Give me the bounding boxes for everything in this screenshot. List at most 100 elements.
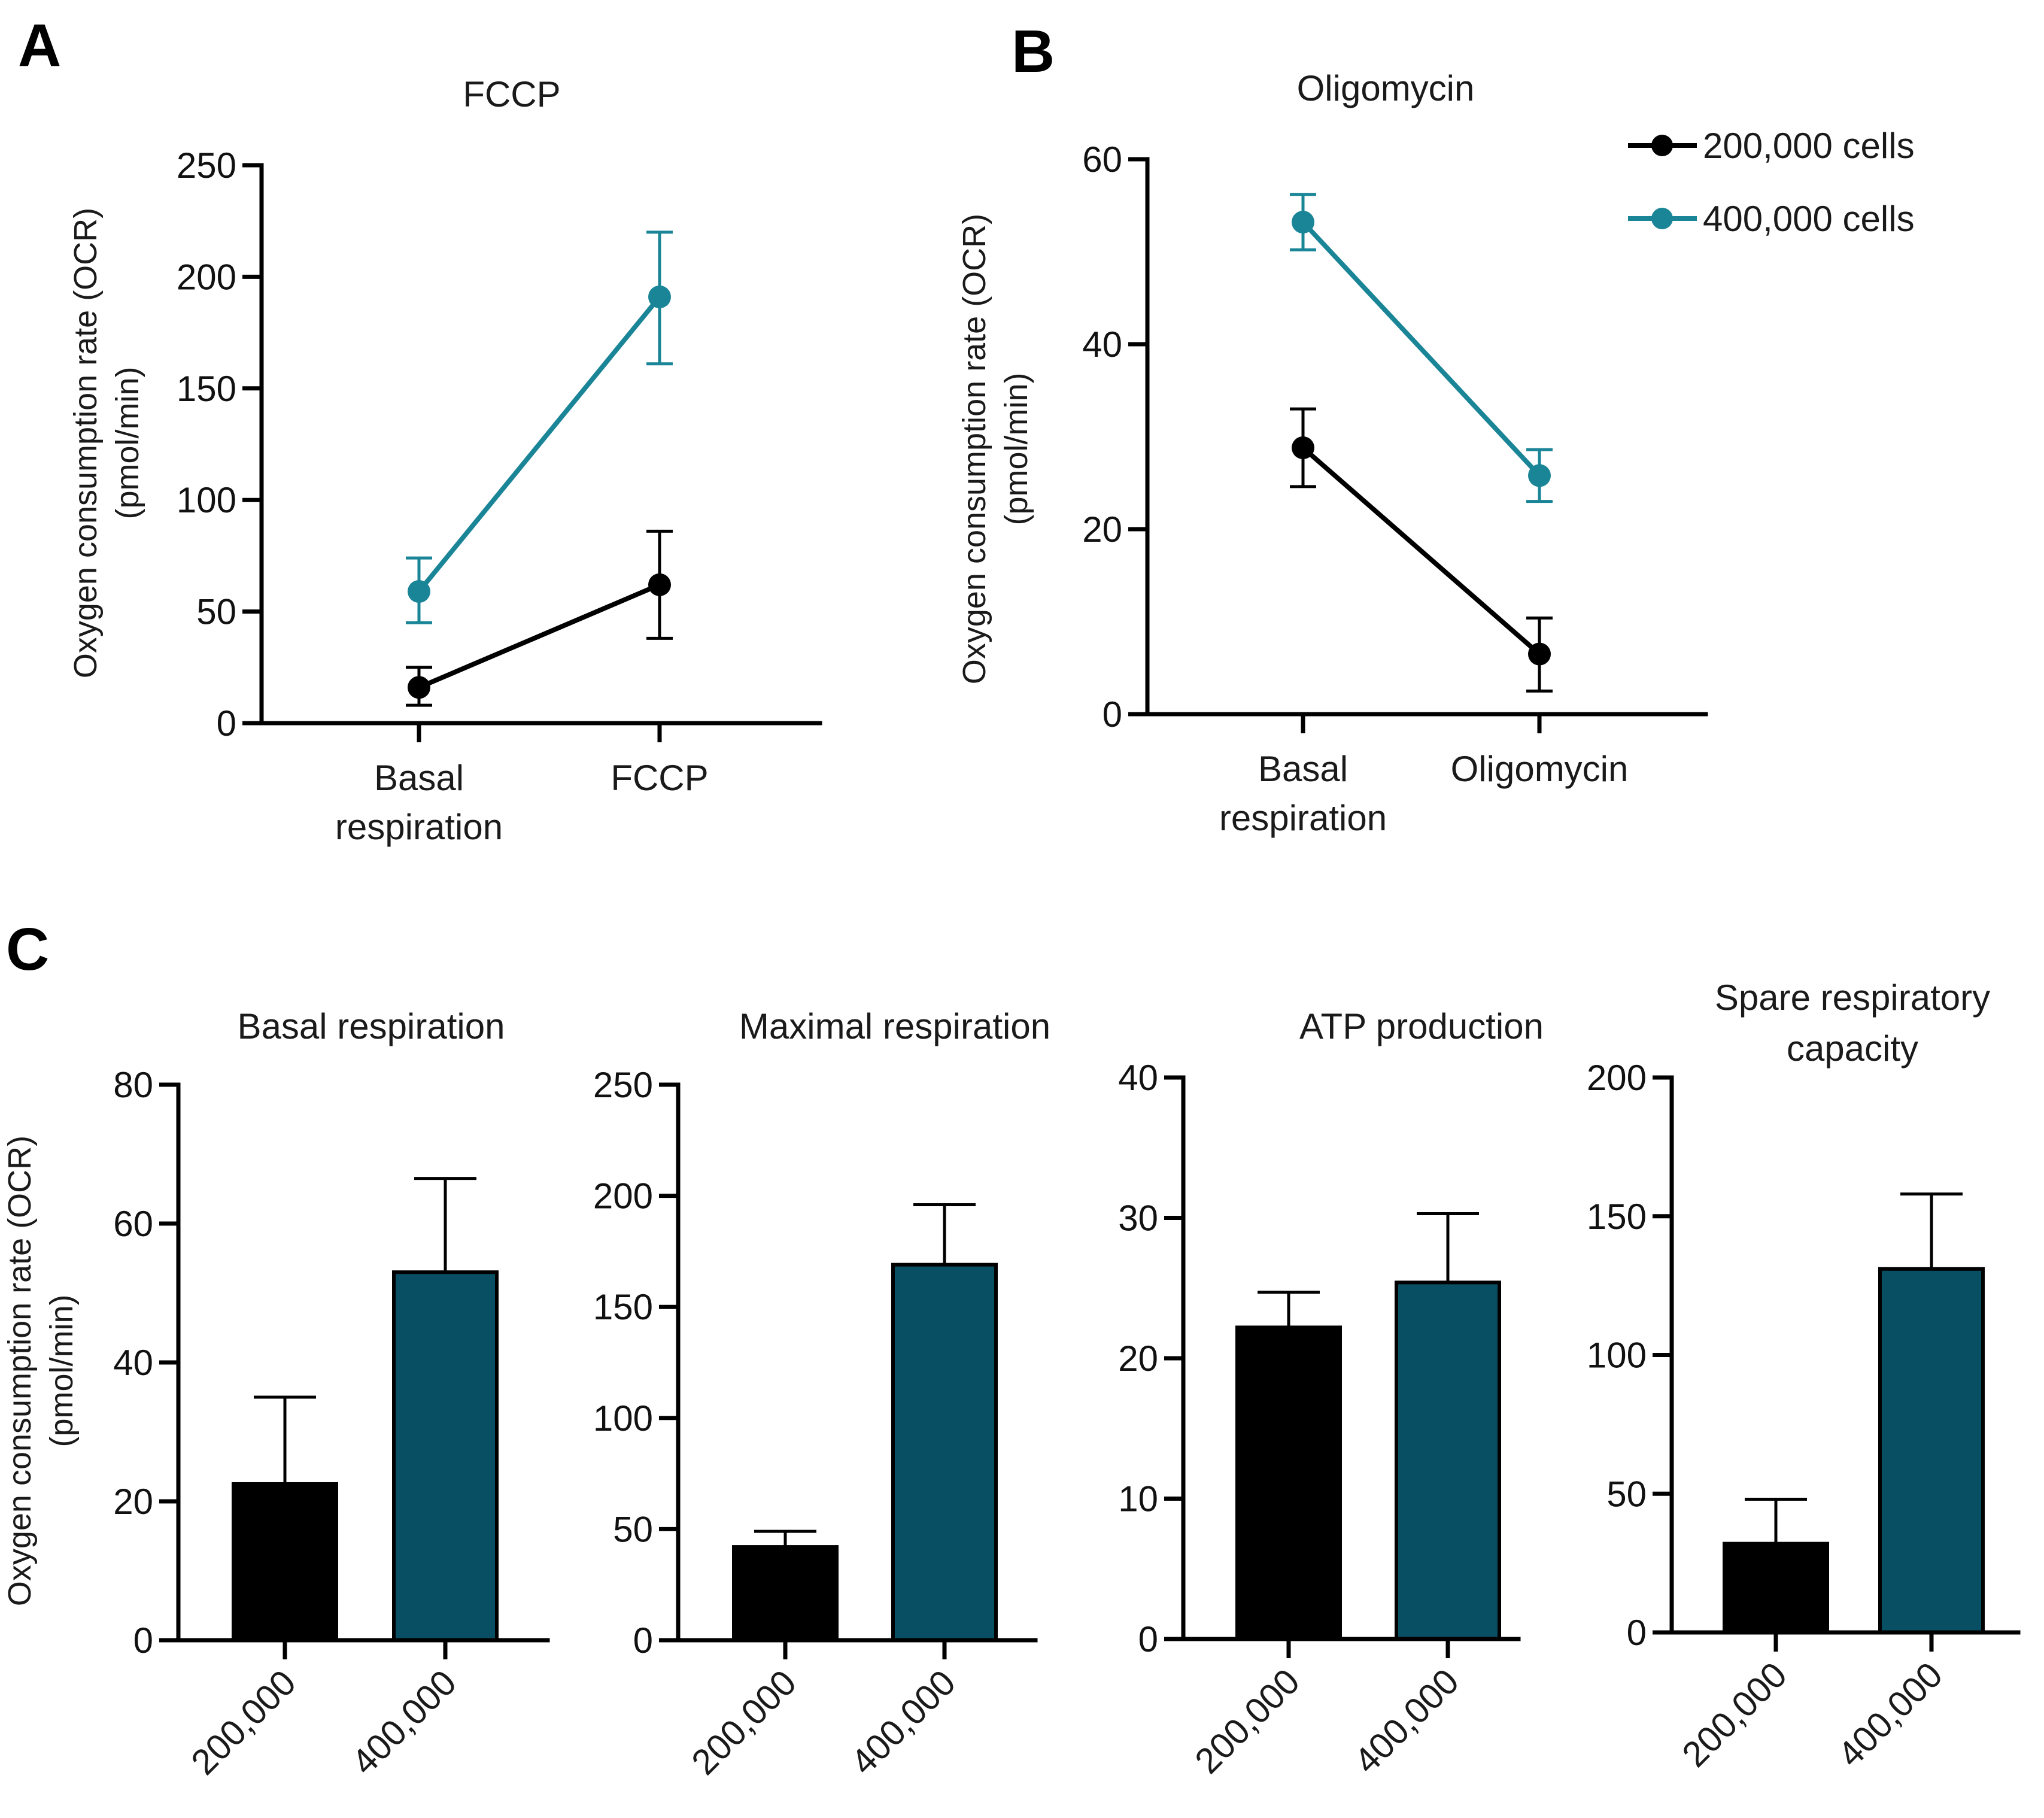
y-tick-label: 0 [133,1620,153,1661]
data-point [408,580,430,603]
chart-c2: Maximal respiration 0 50 100 150 200 250 200,00… [593,1006,1050,1783]
y-tick-label: 0 [633,1620,653,1661]
chart-title: Basal respiration [238,1006,505,1046]
y-tick-label: 250 [177,145,236,186]
x-category-label: Basal [1258,749,1348,789]
bar-200000 [1235,1325,1342,1641]
x-category-label: Oligomycin [1451,749,1629,789]
y-tick-label: 60 [113,1204,153,1244]
series-line [417,295,662,593]
bar-400000 [891,1262,998,1643]
x-category-label: 200,000 [684,1662,804,1783]
legend-label-200k: 200,000 cells [1703,126,1915,166]
y-axis-label-c: Oxygen consumption rate (OCR) (pmol/min) [2,1136,80,1606]
y-tick-label: 20 [113,1482,153,1522]
chart-c3: ATP production 0 10 20 30 40 200,000 400,000 [1118,1006,1544,1781]
y-tick-label: 150 [177,369,236,409]
y-tick-label: 150 [593,1287,653,1327]
y-tick-label: 50 [613,1509,653,1549]
y-axis-label-a: Oxygen consumption rate (OCR) (pmol/min) [68,208,145,678]
x-category-label: 200,000 [1674,1655,1794,1775]
y-axis-label-b: Oxygen consumption rate (OCR) (pmol/min) [956,214,1034,684]
y-tick-label: 250 [593,1065,653,1105]
y-tick-label: 60 [1082,139,1122,180]
x-category-label: respiration [335,807,503,847]
y-tick-label: 100 [593,1398,653,1438]
y-tick-label: 20 [1118,1339,1158,1379]
data-point [1292,436,1314,460]
y-tick-label: 150 [1587,1197,1647,1237]
data-point [408,676,430,699]
y-axis-label-line1: Oxygen consumption rate (OCR) [956,214,992,684]
x-category-label: Basal [374,758,464,798]
y-tick-label: 200 [177,257,236,297]
y-tick-label: 50 [196,592,236,632]
legend-label-400k: 400,000 cells [1703,199,1915,239]
x-category-label: 400,000 [344,1662,464,1783]
charts: FCCP050100150200250BasalrespirationFCCPO… [113,68,2021,1783]
y-axis-label-line2: (pmol/min) [110,366,145,519]
y-axis-label-line2: (pmol/min) [44,1294,80,1447]
y-tick-label: 50 [1606,1474,1647,1514]
legend-marker-200k [1651,135,1673,156]
x-category-label: 200,000 [1187,1661,1307,1781]
y-tick-label: 100 [1587,1336,1647,1376]
y-axis-label-line2: (pmol/min) [998,372,1034,525]
chart-title: Oligomycin [1297,68,1475,108]
chart-c1: Basal respiration 0 20 40 60 80 200,000 400,000 [113,1006,550,1783]
bar-200000 [232,1482,338,1642]
data-point [648,285,671,308]
y-tick-label: 200 [1587,1058,1647,1098]
y-tick-label: 40 [113,1343,153,1383]
panel-label-a: A [18,12,61,79]
y-tick-label: 10 [1118,1479,1158,1519]
y-tick-label: 80 [113,1065,153,1105]
y-tick-label: 40 [1082,324,1122,365]
y-tick-label: 20 [1082,509,1122,550]
panel-label-b: B [1012,18,1055,85]
y-tick-label: 40 [1118,1058,1158,1098]
data-point [1528,464,1551,487]
bar-400000 [1395,1280,1501,1641]
data-point [1528,642,1551,666]
y-tick-label: 0 [1138,1619,1158,1659]
y-tick-label: 100 [177,480,236,520]
data-point [648,573,671,596]
series-line [1301,220,1541,478]
x-category-label: 400,000 [1830,1655,1950,1775]
y-tick-label: 200 [593,1176,653,1216]
bar-400000 [392,1270,499,1642]
chart-title: Spare respiratory [1715,978,1990,1018]
chart-title: Maximal respiration [739,1006,1050,1046]
chart-b: Oligomycin 0 20 40 60 Basal respiration Oligomy… [1082,68,1708,838]
chart-title: ATP production [1299,1006,1544,1046]
x-category-label: respiration [1219,798,1387,838]
x-category-label: FCCP [611,758,708,798]
y-axis-label-line1: Oxygen consumption rate (OCR) [68,208,104,678]
x-category-label: 400,000 [843,1662,963,1783]
series-line [1301,446,1541,656]
chart-title: FCCP [463,74,560,114]
y-tick-label: 30 [1118,1198,1158,1239]
series-200k [1290,407,1553,693]
series-200k [406,529,673,707]
x-category-label: 200,000 [183,1662,303,1783]
bar-200000 [1723,1541,1829,1634]
y-tick-label: 0 [217,703,236,743]
panel-label-c: C [6,916,49,983]
bar-200000 [732,1545,839,1642]
chart-c4: Spare respiratory capacity 0 50 100 150 200 200… [1587,978,2021,1775]
x-category-label: 400,000 [1346,1661,1466,1781]
bar-400000 [1878,1267,1985,1634]
y-tick-label: 0 [1627,1613,1647,1653]
chart-title: capacity [1787,1028,1918,1069]
chart-a: FCCP 0 50 100 150 200 250 Basal respiration FCCP [177,74,822,847]
legend-marker-400k [1651,208,1673,229]
y-axis-label-line1: Oxygen consumption rate (OCR) [2,1136,38,1606]
data-point [1292,211,1314,234]
series-400k [1290,193,1553,503]
y-tick-label: 0 [1103,694,1122,735]
series-400k [406,230,673,624]
legend: 200,000 cells 400,000 cells [1628,126,1915,239]
